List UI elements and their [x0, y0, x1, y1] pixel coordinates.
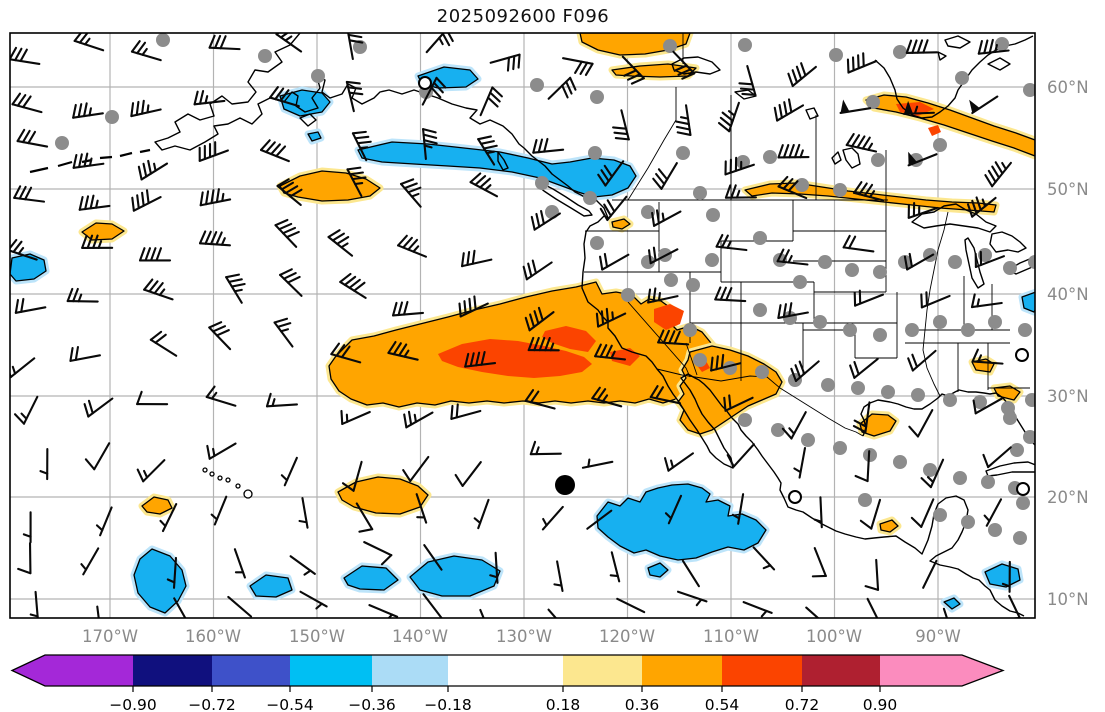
- colorbar-tick-label: −0.18: [424, 696, 472, 712]
- positive-anomaly-regions: [78, 33, 1035, 536]
- latitude-label: 30°N: [1047, 387, 1089, 406]
- axis-labels: 170°W 160°W 150°W 140°W 130°W 120°W 110°W 100°W…: [82, 78, 1089, 646]
- colorbar-tick-label: 0.54: [705, 696, 740, 712]
- colorbar-segment: [642, 655, 722, 686]
- wind-barbs: [10, 33, 1022, 618]
- colorbar-segment: [722, 655, 802, 686]
- colorbar-tick-label: −0.90: [109, 696, 157, 712]
- colorbar-segment: [212, 655, 290, 686]
- map-frame: [9, 32, 1036, 619]
- longitude-label: 110°W: [703, 627, 759, 646]
- longitude-label: 130°W: [496, 627, 552, 646]
- political-borders: [584, 33, 1030, 437]
- latitude-label: 60°N: [1047, 78, 1089, 97]
- longitude-label: 100°W: [806, 627, 862, 646]
- colorbar-tick-label: −0.54: [266, 696, 314, 712]
- longitude-label: 120°W: [599, 627, 655, 646]
- colorbar-segment: [448, 655, 563, 686]
- longitude-label: 160°W: [185, 627, 241, 646]
- colorbar-segment: [372, 655, 448, 686]
- plot-title: 2025092600 F096: [436, 6, 610, 27]
- longitude-label: 90°W: [915, 627, 961, 646]
- colorbar-segment: [802, 655, 880, 686]
- colorbar-tick-label: 0.36: [625, 696, 660, 712]
- colorbar-tick-label: 0.72: [785, 696, 820, 712]
- cyclone-position-marker: [555, 475, 575, 495]
- colorbar-left-arrow: [12, 655, 133, 686]
- latitude-label: 10°N: [1047, 590, 1089, 609]
- colorbar-tick-label: −0.72: [188, 696, 236, 712]
- colorbar-tick-label: 0.90: [863, 696, 898, 712]
- colorbar-outline: [10, 654, 1005, 687]
- longitude-label: 140°W: [392, 627, 448, 646]
- longitude-label: 170°W: [82, 627, 138, 646]
- map-layers: [10, 33, 1035, 618]
- colorbar-segment: [133, 655, 212, 686]
- latitude-label: 50°N: [1047, 180, 1089, 199]
- colorbar-right-arrow: [880, 655, 1003, 686]
- colorbar-segment: [290, 655, 372, 686]
- colorbar-segment: [563, 655, 642, 686]
- colorbar-tick-label: 0.18: [546, 696, 581, 712]
- latitude-label: 20°N: [1047, 488, 1089, 507]
- colorbar-tick-label: −0.36: [348, 696, 396, 712]
- longitude-label: 150°W: [289, 627, 345, 646]
- latitude-label: 40°N: [1047, 285, 1089, 304]
- hawaii-islands: [202, 467, 253, 499]
- calm-station-circles: [418, 76, 1030, 504]
- colorbar: −0.90 −0.72 −0.54 −0.36 −0.18 0.18 0.36 0.54 0.7…: [10, 654, 1005, 712]
- station-dots: [55, 33, 1035, 545]
